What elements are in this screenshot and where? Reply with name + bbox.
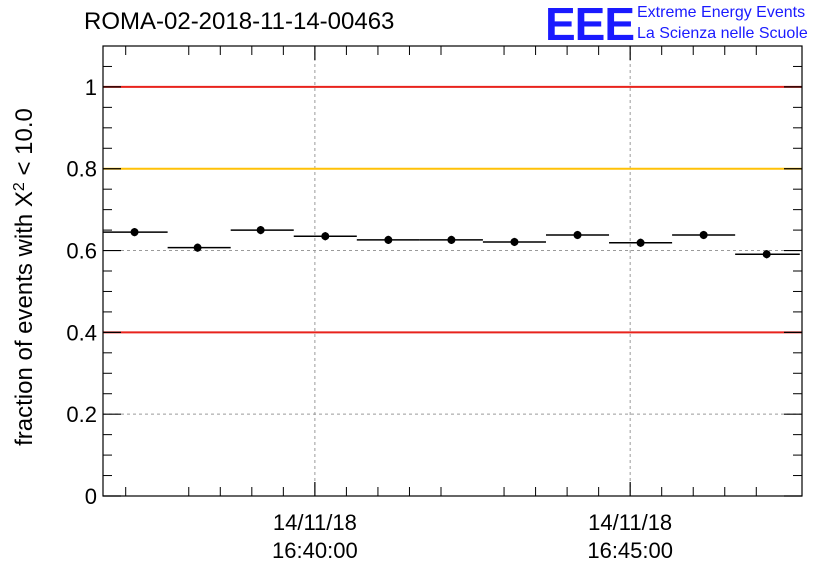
y-tick-label: 1 xyxy=(85,75,97,100)
logo-mark: EEE xyxy=(545,0,635,50)
y-axis-label-tail: < 10.0 xyxy=(11,108,38,182)
chart-title: ROMA-02-2018-11-14-00463 xyxy=(84,8,395,35)
y-tick-label: 0.6 xyxy=(66,239,97,264)
data-points xyxy=(103,226,800,259)
y-axis-label-sup: 2 xyxy=(11,182,28,191)
y-tick-label: 0 xyxy=(85,484,97,509)
y-tick-label: 0.4 xyxy=(66,320,97,345)
data-point xyxy=(762,250,771,259)
axes: 0 0.2 0.4 0.6 0.8 1 14/11/18 16:40:00 14/11/18 16… xyxy=(66,45,802,563)
data-point xyxy=(130,228,139,237)
data-point xyxy=(573,231,582,239)
data-point xyxy=(384,235,393,244)
data-point xyxy=(699,231,708,239)
data-point xyxy=(321,232,330,241)
y-axis-label: fraction of events with X2 < 10.0 xyxy=(11,108,39,446)
data-point xyxy=(510,237,519,246)
data-point xyxy=(193,243,202,252)
reference-lines xyxy=(103,85,802,334)
y-tick-label: 0.2 xyxy=(66,402,97,427)
data-point xyxy=(447,235,456,244)
x-tick-date-label: 14/11/18 xyxy=(588,510,672,535)
x-tick-time-label: 16:40:00 xyxy=(272,538,358,563)
plot-frame xyxy=(102,45,803,497)
data-point xyxy=(636,238,645,247)
x-tick-time-label: 16:45:00 xyxy=(587,538,673,563)
y-tick-label: 0.8 xyxy=(66,157,97,182)
x-tick-date-label: 14/11/18 xyxy=(273,510,357,535)
data-point xyxy=(256,226,265,235)
y-axis-label-main: fraction of events with X xyxy=(11,191,38,446)
logo-text-line1: Extreme Energy Events xyxy=(637,4,806,21)
logo-text-line2: La Scienza nelle Scuole xyxy=(637,25,808,42)
grid xyxy=(103,46,802,496)
